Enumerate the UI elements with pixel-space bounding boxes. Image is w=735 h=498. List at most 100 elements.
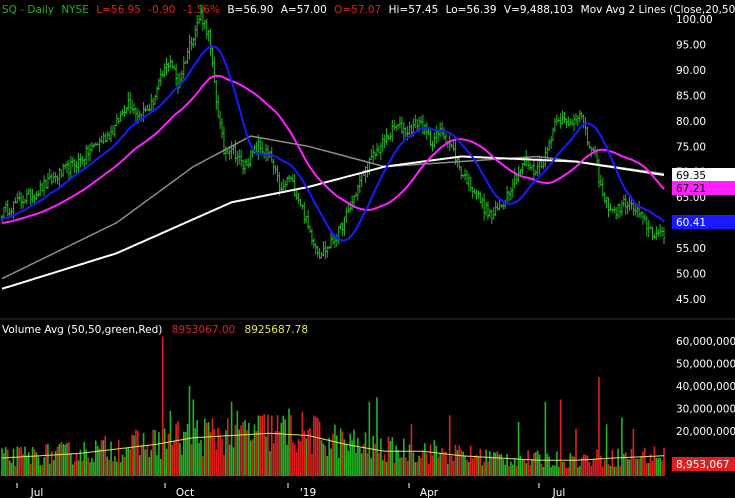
volume-bar [234,424,237,476]
volume-bar [389,440,392,476]
volume-value-tag-bg [672,457,735,471]
volume-bar [655,458,658,476]
volume-bar [83,441,86,476]
time-tick-label: Apr [420,487,439,498]
volume-bar [376,397,378,476]
volume-bar [24,446,26,476]
price-tick-label: 45.00 [676,294,706,306]
volume-tick-label: 30,000,000 [676,404,735,416]
volume-bar [188,386,191,476]
volume-bar [527,450,529,476]
volume-bar [515,466,518,476]
volume-bar [110,441,112,476]
volume-bar [85,449,87,476]
volume-bar [640,456,642,476]
volume-bar [393,462,396,476]
volume-bar [336,435,338,476]
time-tick-label: Jul [552,487,566,498]
volume-bar [448,415,451,476]
volume-bar [651,460,654,476]
volume-bar [326,455,329,476]
volume-tick-label: 40,000,000 [676,381,735,393]
volume-bar [148,457,151,476]
volume-bar [94,440,97,476]
volume-bar [253,424,256,476]
volume-bar [49,463,51,476]
volume-bar [485,449,487,476]
last-price: L=56.95 [96,4,141,16]
volume-bar [39,465,42,476]
volume-bar [431,455,434,476]
volume-bar [489,451,491,476]
volume-bar [43,457,45,476]
volume-bar [290,415,292,476]
volume-bar [372,435,374,476]
volume-bar [248,422,250,476]
volume-bar [121,454,124,476]
volume-bar [152,429,154,476]
volume-bar [433,440,436,476]
volume-bar [494,452,497,476]
volume-bar [230,401,233,476]
volume-axis: 20,000,000 30,000,000 40,000,000 50,000,000… [676,336,735,438]
price-tick-label: 85.00 [676,90,706,102]
volume-bar [104,435,107,476]
volume-bar [316,418,319,476]
volume-bar [594,459,596,476]
ma20-value-tag-bg [672,215,735,229]
volume-bar [471,458,474,476]
volume-bar [320,440,323,476]
volume-bar [10,462,13,476]
volume-avg-line [1,432,664,461]
volume-bar [456,449,459,476]
volume-bar [397,449,399,476]
volume-bar [385,461,388,476]
volume-bar [508,465,510,476]
volume-bar [512,464,514,476]
volume-bar [422,450,424,476]
volume-bar [66,443,68,476]
volume-bar [590,466,593,476]
volume-bar [435,445,438,476]
ma20-line [1,45,665,242]
volume-bar [345,443,348,476]
price-tick-label: 75.00 [676,141,706,153]
volume-bar [309,428,311,476]
volume-bar [546,453,549,476]
ma100-line [1,135,665,280]
volume-bar [349,433,352,476]
volume-bar [244,420,246,476]
volume-bar [87,457,89,476]
volume-bar [249,440,252,476]
volume-bar [8,460,11,476]
volume-bar [119,462,122,476]
volume-bar [108,459,110,476]
volume-bar [96,445,99,476]
volume-bar [454,444,457,476]
volume-bar [50,451,53,476]
volume-bar [301,411,304,476]
volume-bar [26,455,28,476]
volume-bar [445,451,447,476]
volume-bar [624,452,627,476]
volume-bar [194,428,197,476]
volume-bar [328,437,330,476]
volume-bar [278,431,281,476]
volume-bar [402,438,405,476]
volume-bar [219,434,221,476]
volume-bar [552,465,554,476]
volume-bar [636,458,639,476]
volume-bar [133,435,135,476]
volume-bar [647,463,650,476]
volume-bar [399,457,401,476]
volume-bar [529,464,531,476]
volume-bar [27,452,30,476]
volume-bar [332,433,334,476]
volume-bar [77,460,80,476]
price-tick-label: 80.00 [676,116,706,128]
volume-bar [477,456,480,476]
low-price: Lo=56.39 [446,4,497,16]
volume-bar [347,450,350,476]
